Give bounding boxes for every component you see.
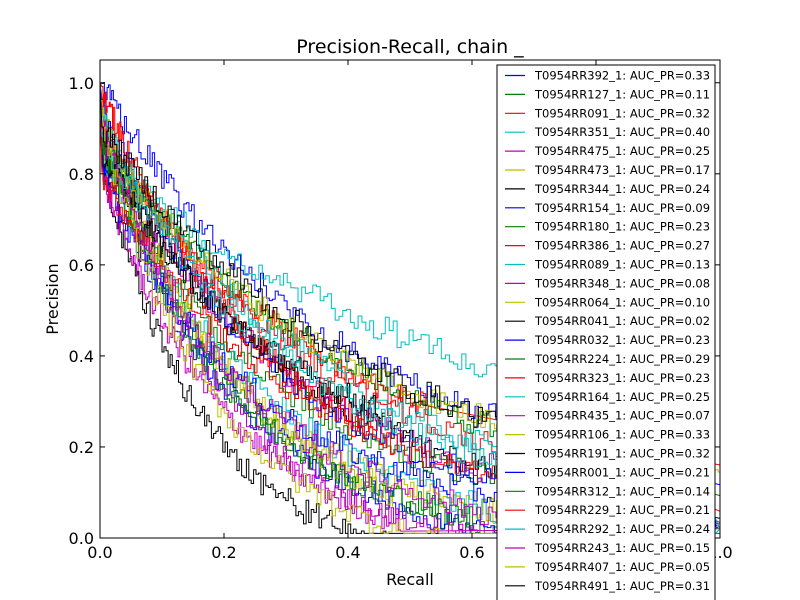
series-line — [100, 82, 588, 534]
legend-entry-label: T0954RR106_1: AUC_PR=0.33 — [534, 428, 710, 442]
x-tick-label: 0.0 — [87, 543, 112, 562]
legend-entry-label: T0954RR199_1: AUC_PR=0.43 — [534, 598, 710, 600]
series-line — [100, 82, 720, 532]
y-axis-label: Precision — [43, 263, 62, 334]
series-line — [100, 82, 720, 530]
legend-entry-label: T0954RR344_1: AUC_PR=0.24 — [534, 182, 710, 196]
legend-entry-label: T0954RR351_1: AUC_PR=0.40 — [534, 125, 710, 139]
legend-entry-label: T0954RR224_1: AUC_PR=0.29 — [534, 352, 710, 366]
legend-entry-label: T0954RR127_1: AUC_PR=0.11 — [534, 87, 710, 101]
legend-entry-label: T0954RR292_1: AUC_PR=0.24 — [534, 522, 710, 536]
legend-entry-label: T0954RR001_1: AUC_PR=0.21 — [534, 465, 710, 479]
legend-entry-label: T0954RR091_1: AUC_PR=0.32 — [534, 106, 710, 120]
y-tick-label: 0.8 — [69, 165, 94, 184]
legend-entry-label: T0954RR407_1: AUC_PR=0.05 — [534, 560, 710, 574]
series-line — [100, 82, 720, 534]
legend-entry-label: T0954RR386_1: AUC_PR=0.27 — [534, 239, 710, 253]
y-tick-label: 0.6 — [69, 256, 94, 275]
y-tick-label: 0.4 — [69, 347, 94, 366]
legend-entry-label: T0954RR089_1: AUC_PR=0.13 — [534, 258, 710, 272]
legend-entry-label: T0954RR475_1: AUC_PR=0.25 — [534, 144, 710, 158]
legend: T0954RR392_1: AUC_PR=0.33 T0954RR127_1: A… — [496, 64, 716, 600]
legend-entry-label: T0954RR032_1: AUC_PR=0.23 — [534, 333, 710, 347]
x-tick-label: 0.4 — [335, 543, 360, 562]
legend-entry-label: T0954RR180_1: AUC_PR=0.23 — [534, 220, 710, 234]
legend-entry-label: T0954RR323_1: AUC_PR=0.23 — [534, 371, 710, 385]
legend-entries: T0954RR392_1: AUC_PR=0.33 T0954RR127_1: A… — [505, 69, 710, 600]
x-tick-label: 0.2 — [211, 543, 236, 562]
legend-box — [496, 64, 716, 600]
legend-entry-label: T0954RR435_1: AUC_PR=0.07 — [534, 409, 710, 423]
series-line — [100, 82, 720, 497]
legend-entry-label: T0954RR229_1: AUC_PR=0.21 — [534, 503, 710, 517]
series-line — [100, 82, 720, 534]
series-line — [100, 82, 720, 486]
chart-title: Precision-Recall, chain _ — [296, 36, 524, 58]
legend-entry-label: T0954RR191_1: AUC_PR=0.32 — [534, 447, 710, 461]
legend-entry-label: T0954RR041_1: AUC_PR=0.02 — [534, 314, 710, 328]
x-axis-label: Recall — [386, 570, 434, 589]
y-tick-label: 1.0 — [69, 74, 94, 93]
legend-entry-label: T0954RR064_1: AUC_PR=0.10 — [534, 295, 710, 309]
legend-entry-label: T0954RR348_1: AUC_PR=0.08 — [534, 276, 710, 290]
legend-entry-label: T0954RR473_1: AUC_PR=0.17 — [534, 163, 710, 177]
legend-entry-label: T0954RR243_1: AUC_PR=0.15 — [534, 541, 710, 555]
plot-frame — [99, 59, 721, 539]
y-tick-label: 0.0 — [69, 529, 94, 548]
x-tick-label: 0.6 — [459, 543, 484, 562]
legend-entry-label: T0954RR392_1: AUC_PR=0.33 — [534, 69, 710, 83]
y-tick-label: 0.2 — [69, 438, 94, 457]
legend-entry-label: T0954RR491_1: AUC_PR=0.31 — [534, 579, 710, 593]
legend-entry-label: T0954RR312_1: AUC_PR=0.14 — [534, 484, 710, 498]
legend-entry-label: T0954RR154_1: AUC_PR=0.09 — [534, 201, 710, 215]
legend-entry-label: T0954RR164_1: AUC_PR=0.25 — [534, 390, 710, 404]
